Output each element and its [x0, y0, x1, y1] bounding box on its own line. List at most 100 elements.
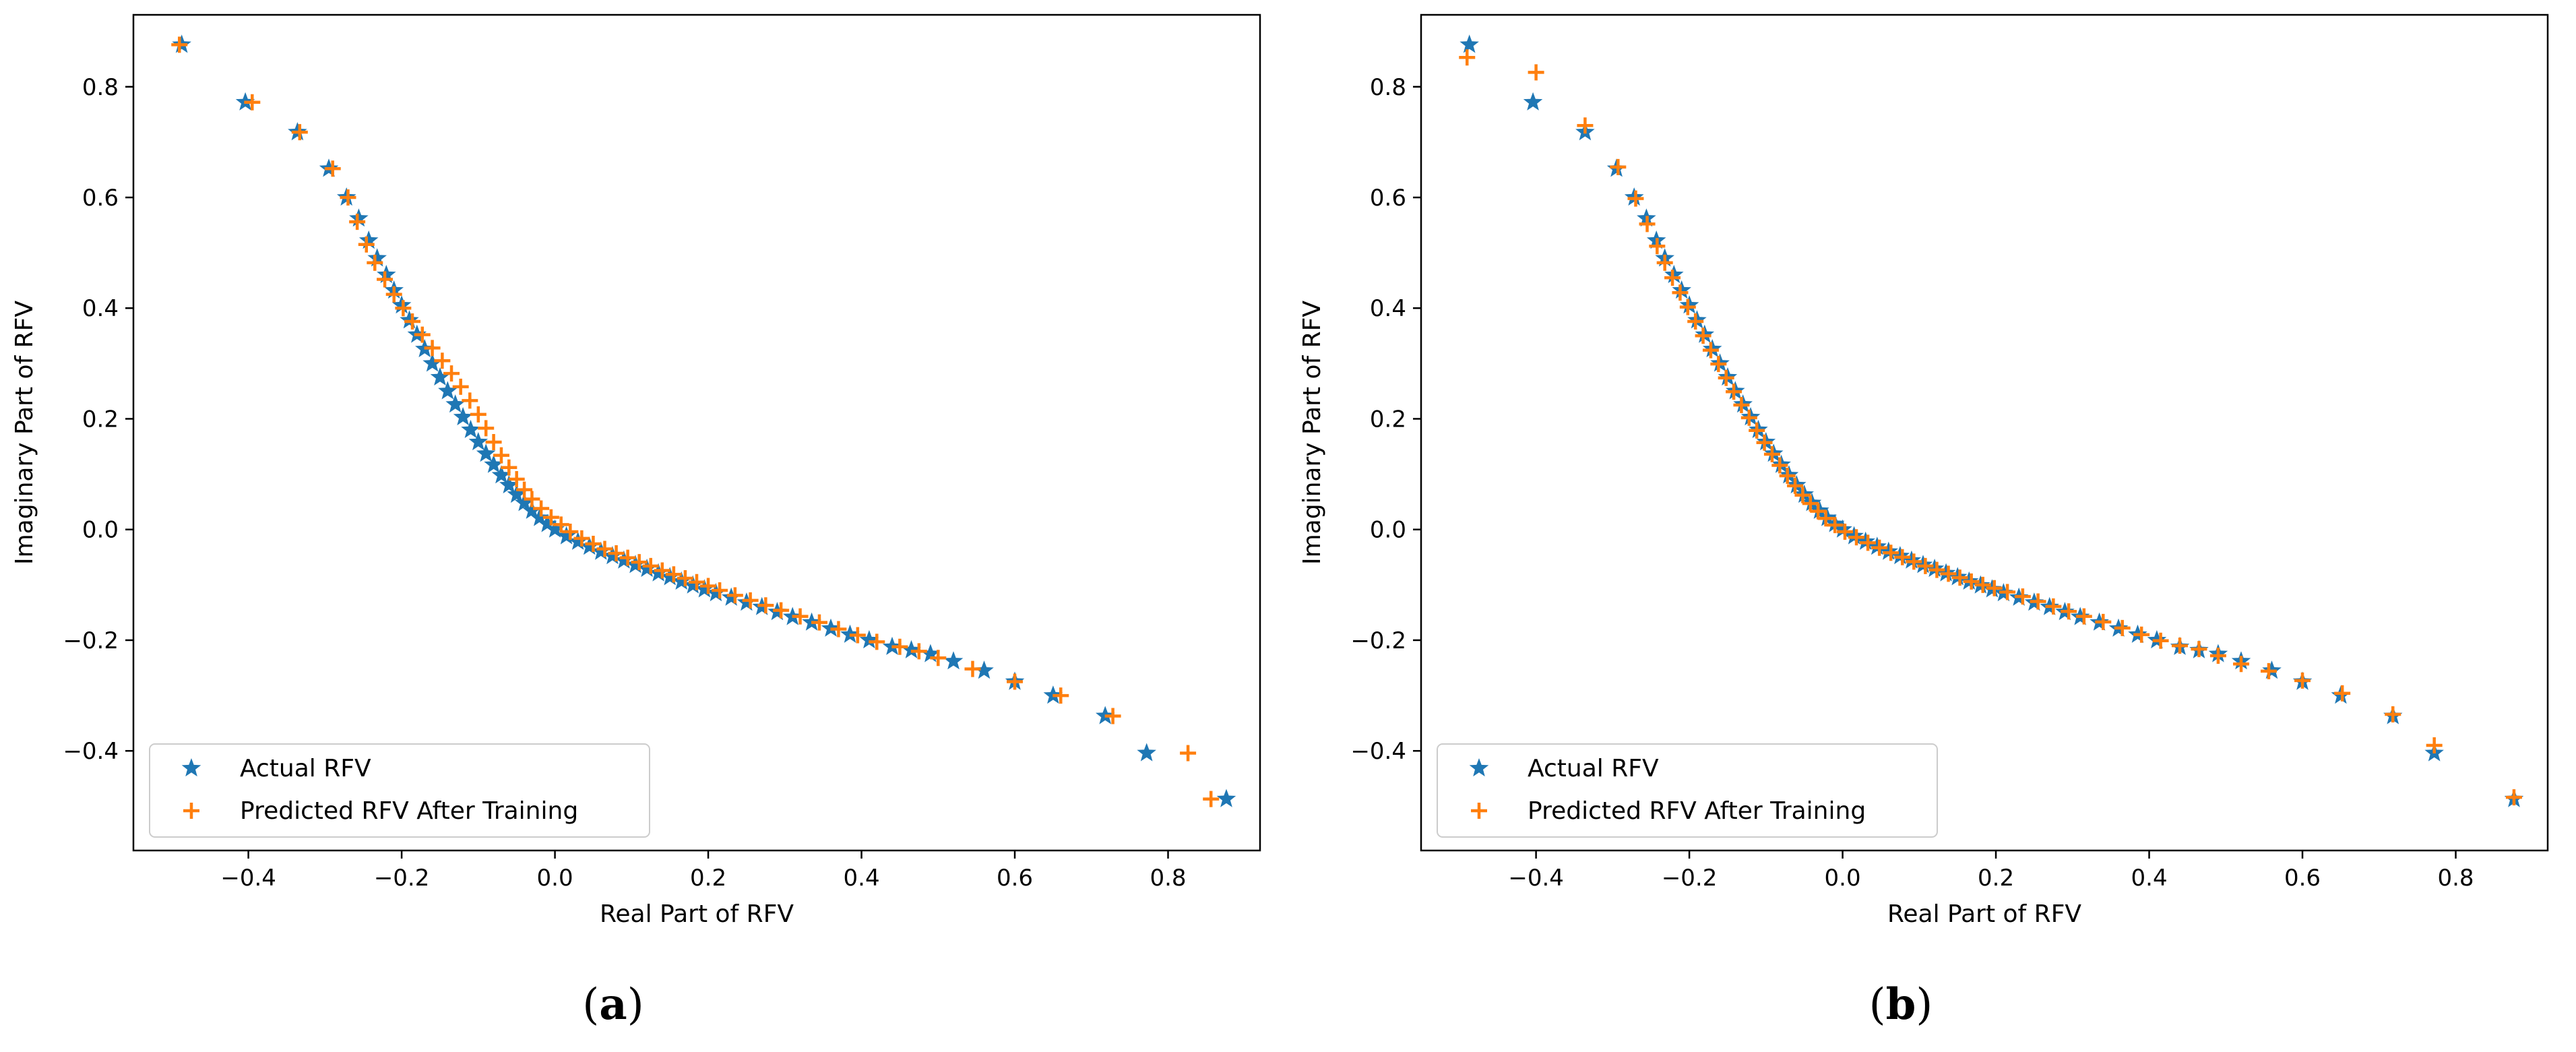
data-point-predicted — [2209, 647, 2226, 664]
data-point-predicted — [1756, 434, 1773, 451]
panel-caption-a: (a) — [582, 979, 643, 1030]
data-point-predicted — [1672, 284, 1689, 301]
data-point-actual — [902, 640, 921, 658]
data-point-predicted — [542, 509, 559, 526]
data-point-actual — [695, 579, 714, 598]
data-point-actual — [1137, 743, 1156, 762]
series-predicted-b — [1459, 49, 2522, 806]
data-point-predicted — [478, 420, 495, 437]
data-point-actual — [1787, 475, 1807, 494]
chart-panel-b: −0.4 −0.2 0.0 0.2 0.4 0.6 0.8 −0.4 −0.2 0.0 0.2 0.4… — [1288, 0, 2575, 1052]
data-point-actual — [1523, 92, 1543, 111]
data-point-actual — [1936, 563, 1956, 582]
x-tick-label: 0.8 — [2437, 865, 2474, 892]
data-point-actual — [461, 419, 480, 438]
data-point-predicted — [585, 536, 602, 553]
data-point-predicted — [608, 545, 625, 562]
data-point-actual — [2262, 660, 2282, 679]
data-point-actual — [1740, 407, 1761, 426]
data-point-predicted — [395, 300, 412, 317]
series-actual-b — [1459, 34, 2524, 807]
legend-label-predicted: Predicted RFV After Training — [240, 797, 578, 825]
data-point-predicted — [508, 470, 525, 487]
x-tick-label: 0.8 — [1150, 865, 1186, 892]
data-point-actual — [453, 407, 473, 426]
data-point-predicted — [2172, 638, 2189, 654]
data-point-predicted — [1749, 422, 1765, 439]
data-point-predicted — [869, 633, 885, 650]
data-point-actual — [1687, 310, 1707, 329]
data-point-predicted — [654, 562, 670, 579]
data-point-actual — [1664, 265, 1684, 284]
y-tick-label: 0.6 — [82, 185, 119, 212]
series-actual-a — [172, 34, 1236, 807]
data-point-actual — [400, 310, 419, 329]
data-point-predicted — [596, 540, 613, 557]
data-point-predicted — [377, 271, 394, 288]
data-point-predicted — [1702, 342, 1719, 359]
caption-letter: a — [599, 979, 627, 1030]
data-point-predicted — [1928, 561, 1945, 578]
data-point-actual — [1856, 531, 1875, 550]
data-point-actual — [1679, 295, 1699, 314]
caption-open: ( — [1869, 980, 1886, 1030]
data-point-actual — [1833, 519, 1852, 538]
x-tick-label: −0.4 — [1508, 865, 1564, 892]
data-point-predicted — [404, 313, 421, 330]
plot-frame-b — [1420, 13, 2549, 852]
data-point-predicted — [964, 660, 981, 677]
legend-label-actual: Actual RFV — [240, 755, 371, 782]
data-point-predicted — [2505, 789, 2522, 806]
data-point-predicted — [2152, 632, 2169, 649]
data-point-predicted — [726, 587, 743, 604]
data-point-actual — [422, 353, 442, 372]
legend-star-icon — [181, 758, 201, 777]
data-point-actual — [1672, 280, 1691, 299]
scatter-chart-b: −0.4 −0.2 0.0 0.2 0.4 0.6 0.8 −0.4 −0.2 0.0 0.2 0.4… — [1298, 13, 2549, 1030]
data-point-predicted — [773, 602, 790, 619]
data-point-predicted — [414, 326, 431, 343]
data-point-predicted — [1639, 216, 1656, 233]
x-tick-label: −0.2 — [374, 865, 430, 892]
data-point-predicted — [1733, 396, 1750, 413]
data-point-actual — [491, 465, 511, 484]
data-point-predicted — [1917, 557, 1934, 574]
y-tick-label: −0.4 — [63, 738, 119, 765]
data-point-predicted — [2075, 608, 2092, 625]
data-point-actual — [943, 651, 964, 670]
data-point-actual — [1890, 546, 1910, 565]
legend-a: Actual RFV Predicted RFV After Training — [149, 743, 650, 838]
data-point-predicted — [1180, 745, 1197, 762]
data-point-predicted — [910, 643, 927, 660]
x-tick-label: 0.2 — [1978, 865, 2014, 892]
x-tick-label: 0.4 — [844, 865, 880, 892]
data-point-actual — [438, 381, 458, 400]
data-point-actual — [1924, 559, 1945, 578]
data-point-actual — [602, 546, 623, 565]
data-point-predicted — [1986, 580, 2003, 596]
data-point-actual — [1749, 419, 1768, 438]
data-point-actual — [391, 295, 412, 314]
x-tick-label: 0.6 — [997, 865, 1033, 892]
data-point-predicted — [1794, 487, 1811, 503]
data-point-predicted — [1860, 534, 1877, 551]
data-point-predicted — [2014, 588, 2031, 605]
data-point-predicted — [2045, 598, 2062, 615]
data-point-predicted — [1649, 238, 1666, 255]
data-point-actual — [1913, 555, 1933, 574]
data-point-actual — [557, 526, 576, 545]
y-tick-label: −0.4 — [1350, 738, 1406, 765]
data-point-predicted — [1779, 468, 1796, 485]
data-point-actual — [1779, 465, 1799, 484]
data-point-actual — [821, 618, 841, 637]
data-point-actual — [377, 265, 396, 284]
data-point-predicted — [2334, 685, 2351, 702]
data-point-actual — [920, 644, 941, 662]
data-point-predicted — [524, 491, 540, 507]
data-point-actual — [522, 500, 542, 519]
data-point-predicted — [340, 189, 356, 206]
data-point-actual — [579, 536, 599, 555]
data-point-predicted — [533, 500, 550, 517]
data-point-predicted — [485, 433, 502, 450]
data-point-predicted — [2233, 656, 2250, 673]
